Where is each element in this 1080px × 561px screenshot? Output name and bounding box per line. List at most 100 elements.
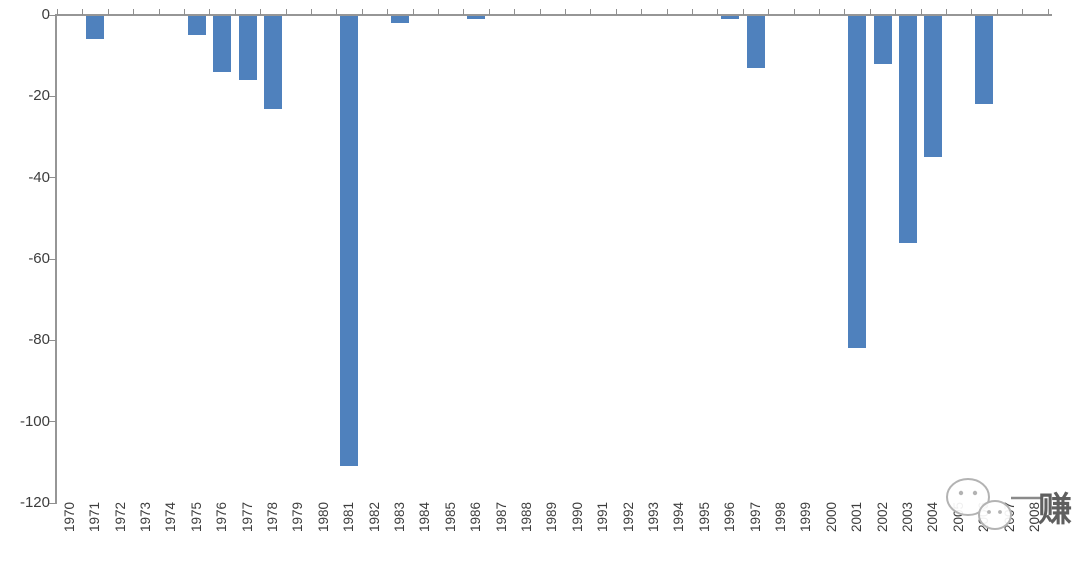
x-tick-mark [184, 9, 185, 15]
y-tick-label: -100 [19, 412, 50, 430]
x-tick-label: 2001 [849, 502, 865, 533]
x-tick-mark [996, 9, 998, 15]
x-tick-mark [311, 9, 312, 15]
bar-1981 [340, 16, 359, 467]
x-tick-label: 1976 [214, 502, 230, 533]
bar-1977 [238, 16, 257, 81]
x-tick-mark [209, 9, 211, 15]
y-tick-label: 0 [41, 6, 50, 23]
x-tick-mark [590, 9, 592, 15]
y-tick-mark [49, 339, 56, 341]
y-tick-label: -120 [19, 494, 50, 511]
x-tick-label: 1979 [290, 502, 306, 533]
x-tick-mark [692, 9, 693, 15]
x-tick-mark [615, 9, 617, 15]
wechat-logo-icon [946, 478, 1042, 530]
x-tick-mark [565, 9, 566, 15]
bar-1996 [721, 16, 740, 20]
x-tick-mark [793, 9, 795, 15]
bar-1983 [390, 16, 409, 24]
bar-1986 [467, 16, 486, 20]
x-tick-label: 1995 [696, 502, 712, 533]
x-tick-mark [107, 9, 109, 15]
x-tick-label: 1997 [747, 502, 763, 533]
x-tick-label: 1990 [569, 502, 585, 533]
x-tick-label: 1988 [518, 502, 534, 533]
x-tick-label: 1982 [366, 502, 382, 533]
x-tick-label: 1981 [341, 502, 357, 533]
x-tick-mark [539, 9, 541, 15]
x-tick-label: 2003 [899, 502, 915, 533]
x-tick-label: 1994 [671, 502, 687, 533]
y-tick-label: -40 [28, 168, 50, 186]
y-tick-label: -20 [28, 87, 50, 105]
x-tick-mark [412, 9, 414, 15]
x-tick-mark [717, 9, 719, 15]
x-tick-mark [438, 9, 439, 15]
x-tick-mark [361, 9, 363, 15]
x-tick-mark [946, 9, 947, 15]
y-tick-mark [49, 177, 56, 179]
y-tick-mark [49, 421, 56, 423]
x-tick-label: 1978 [264, 502, 280, 533]
x-tick-mark [82, 9, 84, 15]
x-tick-label: 1977 [239, 502, 255, 533]
x-tick-mark [133, 9, 135, 15]
x-tick-mark [1022, 9, 1024, 15]
y-tick-mark [49, 502, 56, 504]
bar-1971 [86, 16, 105, 40]
x-tick-mark [844, 9, 846, 15]
x-tick-mark [260, 9, 262, 15]
x-tick-mark [158, 9, 160, 15]
x-tick-mark [742, 9, 744, 15]
x-tick-mark [514, 9, 516, 15]
x-tick-mark [57, 9, 58, 15]
x-tick-mark [895, 9, 897, 15]
x-tick-label: 1998 [772, 502, 788, 533]
y-tick-mark [49, 258, 56, 260]
x-tick-label: 2002 [874, 502, 890, 533]
x-tick-label: 1972 [112, 502, 128, 533]
x-tick-label: 1970 [61, 502, 77, 533]
watermark-text: 赚 [1038, 490, 1072, 530]
x-tick-label: 1992 [620, 502, 636, 533]
x-tick-label: 1983 [391, 502, 407, 533]
x-tick-mark [920, 9, 922, 15]
bar-2003 [898, 16, 917, 243]
x-tick-label: 1999 [798, 502, 814, 533]
y-tick-mark [49, 14, 56, 16]
bar-2001 [848, 16, 867, 349]
x-tick-mark [1047, 9, 1049, 15]
bar-2002 [873, 16, 892, 64]
x-tick-label: 1984 [417, 502, 433, 533]
bar-2004 [924, 16, 943, 158]
x-tick-label: 1971 [87, 502, 103, 533]
x-tick-label: 1986 [468, 502, 484, 533]
x-tick-label: 2000 [823, 502, 839, 533]
x-tick-label: 1996 [722, 502, 738, 533]
x-tick-mark [285, 9, 287, 15]
watermark: 赚 [938, 474, 1080, 544]
x-tick-mark [971, 9, 973, 15]
x-tick-mark [768, 9, 770, 15]
x-tick-mark [641, 9, 643, 15]
x-tick-label: 1973 [137, 502, 153, 533]
bar-1975 [187, 16, 206, 36]
x-tick-label: 1974 [163, 502, 179, 533]
x-tick-mark [666, 9, 668, 15]
x-tick-label: 1989 [544, 502, 560, 533]
x-tick-label: 1987 [493, 502, 509, 533]
y-axis-line [55, 14, 57, 504]
x-tick-mark [234, 9, 236, 15]
x-tick-label: 1993 [645, 502, 661, 533]
y-tick-mark [49, 95, 56, 97]
x-tick-mark [488, 9, 490, 15]
bar-1978 [263, 16, 282, 109]
x-tick-label: 1985 [442, 502, 458, 533]
x-tick-mark [387, 9, 389, 15]
x-axis-zero-line [55, 14, 1052, 16]
x-tick-label: 1991 [595, 502, 611, 533]
x-tick-mark [819, 9, 820, 15]
x-tick-mark [336, 9, 338, 15]
